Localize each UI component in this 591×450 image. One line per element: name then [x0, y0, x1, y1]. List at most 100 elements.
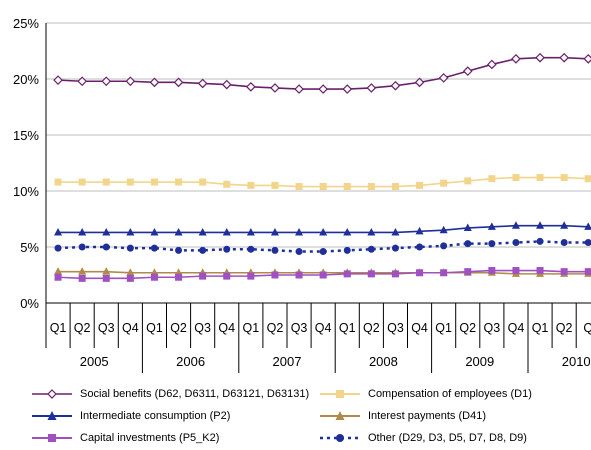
data-point-capital: [584, 268, 591, 276]
data-point-social: [390, 80, 401, 91]
x-tick-label: Q1: [243, 321, 260, 335]
data-point-other: [150, 244, 158, 252]
data-point-capital: [536, 267, 544, 275]
data-point-interest: [54, 267, 63, 275]
x-tick-label: Q3: [98, 321, 115, 335]
x-tick-label: Q2: [74, 321, 91, 335]
data-point-other: [367, 245, 375, 253]
data-point-other: [560, 239, 568, 247]
data-point-capital: [464, 268, 472, 276]
data-point-other: [102, 243, 110, 251]
y-tick-label: 5%: [20, 240, 39, 255]
year-label: 2006: [176, 354, 205, 369]
x-tick-label: Q1: [532, 321, 549, 335]
x-tick-label: Q3: [194, 321, 211, 335]
legend-label-interest-payments: Interest payments (D41): [368, 410, 486, 422]
data-point-other: [175, 246, 183, 254]
data-point-compensation: [126, 178, 134, 186]
data-point-compensation: [584, 175, 591, 183]
data-point-compensation: [560, 174, 568, 182]
data-point-capital: [54, 273, 62, 281]
data-point-compensation: [150, 178, 158, 186]
data-point-compensation: [271, 181, 279, 189]
data-point-intermediate: [270, 227, 279, 236]
x-tick-label: Q4: [315, 321, 332, 335]
data-point-intermediate: [246, 227, 255, 236]
data-point-other: [199, 246, 207, 254]
data-point-social: [149, 77, 160, 88]
legend-label-social-benefits: Social benefits (D62, D6311, D63121, D63…: [80, 388, 310, 400]
legend-item-compensation: Compensation of employees (D1): [318, 386, 532, 402]
data-point-social: [438, 73, 449, 83]
legend-label-capital-investments: Capital investments (P5_K2): [80, 432, 220, 444]
data-point-other: [271, 246, 279, 254]
data-point-compensation: [416, 181, 424, 189]
y-tick-label: 10%: [13, 184, 39, 199]
data-point-other: [223, 245, 231, 253]
data-point-intermediate: [174, 227, 183, 236]
data-point-intermediate: [487, 222, 496, 230]
data-point-compensation: [536, 174, 544, 182]
data-point-capital: [488, 267, 496, 275]
data-point-compensation: [78, 178, 86, 186]
x-tick-label: Q4: [122, 321, 139, 335]
data-point-other: [78, 243, 86, 251]
legend-item-other: Other (D29, D3, D5, D7, D8, D9): [318, 430, 527, 446]
data-point-social: [318, 84, 328, 94]
data-point-capital: [416, 269, 424, 277]
data-point-capital: [319, 271, 327, 279]
legend-swatch-intermediate-consumption: [32, 411, 72, 420]
x-tick-label: Q1: [50, 321, 67, 335]
data-point-compensation: [319, 183, 327, 191]
data-point-other: [391, 244, 399, 252]
data-point-intermediate: [343, 227, 352, 236]
data-point-capital: [512, 267, 520, 275]
data-point-compensation: [464, 177, 472, 185]
legend-swatch-other: [320, 434, 360, 442]
data-point-social: [414, 77, 425, 88]
data-point-capital: [560, 268, 568, 276]
x-tick-label: Q2: [363, 321, 380, 335]
data-point-capital: [440, 269, 448, 277]
data-point-compensation: [199, 178, 207, 186]
data-point-other: [488, 240, 496, 248]
data-point-capital: [367, 270, 375, 278]
y-tick-label: 0%: [20, 296, 39, 311]
data-point-compensation: [223, 180, 231, 188]
data-point-social: [197, 78, 208, 89]
data-point-compensation: [247, 181, 255, 189]
data-point-capital: [102, 274, 110, 282]
data-point-intermediate: [391, 227, 400, 236]
data-point-other: [440, 242, 448, 250]
data-point-other: [416, 243, 424, 251]
data-point-intermediate: [439, 225, 448, 234]
year-label: 2010: [562, 354, 591, 369]
data-point-intermediate: [126, 227, 135, 236]
data-point-social: [294, 84, 304, 94]
data-point-compensation: [102, 178, 110, 186]
x-tick-label: Q2: [556, 321, 573, 335]
data-point-capital: [295, 271, 303, 279]
series-line-other: [57, 240, 589, 253]
x-tick-label: Q1: [435, 321, 452, 335]
legend: Social benefits (D62, D6311, D63121, D63…: [30, 386, 591, 450]
data-point-compensation: [512, 174, 520, 182]
x-tick-label: Q: [583, 321, 591, 335]
x-tick-label: Q3: [484, 321, 501, 335]
data-point-social: [221, 79, 232, 90]
legend-item-intermediate-consumption: Intermediate consumption (P2): [30, 408, 230, 424]
data-point-capital: [150, 273, 158, 281]
data-point-intermediate: [511, 221, 520, 229]
legend-item-social-benefits: Social benefits (D62, D6311, D63121, D63…: [30, 386, 309, 402]
data-point-capital: [199, 272, 207, 280]
line-chart: 0% 5% 10% 15% 20% 25% Q1 Q2 Q3 Q4 Q1 Q2 Q3 Q4 Q1 Q2 Q3 Q4…: [13, 16, 591, 373]
legend-swatch-compensation: [320, 390, 360, 398]
data-point-other: [464, 240, 472, 248]
data-point-interest: [126, 268, 135, 276]
y-tick-label: 20%: [13, 72, 39, 87]
legend-item-interest-payments: Interest payments (D41): [318, 408, 486, 424]
x-tick-label: Q2: [459, 321, 476, 335]
y-tick-label: 25%: [13, 16, 39, 31]
year-label: 2009: [465, 354, 494, 369]
data-point-social: [125, 76, 136, 87]
